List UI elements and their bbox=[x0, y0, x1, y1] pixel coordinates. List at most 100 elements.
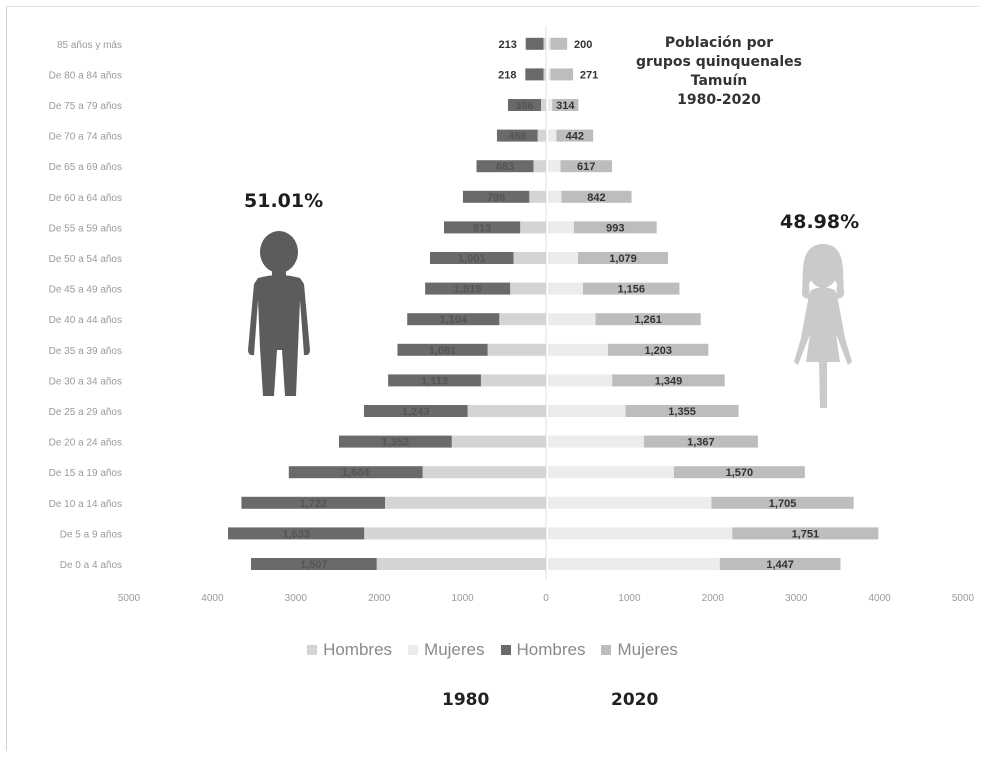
bar-hombres-2020 bbox=[444, 221, 521, 234]
series-group-1980 bbox=[364, 37, 733, 570]
data-label-mujeres-2020: 1,705 bbox=[769, 498, 797, 510]
data-label-hombres-2020: 1,001 bbox=[458, 253, 486, 265]
bar-mujeres-2020 bbox=[612, 374, 725, 387]
bar-hombres-1980 bbox=[385, 496, 546, 509]
percent-women-label: 48.98% bbox=[780, 211, 860, 233]
bar-hombres-1980 bbox=[540, 99, 546, 111]
x-tick-label: 4000 bbox=[201, 593, 224, 604]
legend-item-hombres-1980: Hombres bbox=[307, 640, 392, 660]
data-label-mujeres-2020: 200 bbox=[574, 39, 592, 51]
bar-mujeres-1980 bbox=[548, 374, 613, 387]
x-tick-label: 2000 bbox=[368, 593, 391, 604]
category-label: De 75 a 79 años bbox=[49, 101, 122, 112]
year-label-1980: 1980 bbox=[442, 690, 490, 710]
bar-hombres-2020 bbox=[241, 496, 386, 509]
bar-hombres-1980 bbox=[533, 160, 546, 173]
legend-label: Hombres bbox=[323, 640, 393, 659]
data-label-hombres-2020: 1,113 bbox=[421, 375, 448, 387]
data-label-mujeres-2020: 993 bbox=[606, 222, 624, 234]
bar-hombres-2020 bbox=[425, 282, 511, 295]
data-label-mujeres-2020: 842 bbox=[587, 192, 605, 204]
legend-item-mujeres-2020: Mujeres bbox=[601, 640, 678, 660]
bar-hombres-1980 bbox=[537, 129, 546, 142]
bar-hombres-2020 bbox=[227, 527, 365, 540]
category-label: De 20 a 24 años bbox=[49, 438, 122, 449]
bar-hombres-2020 bbox=[476, 160, 534, 173]
data-label-hombres-2020: 1,604 bbox=[342, 467, 370, 479]
data-label-mujeres-2020: 1,367 bbox=[687, 437, 715, 449]
data-label-mujeres-2020: 1,349 bbox=[655, 375, 683, 387]
data-label-mujeres-2020: 1,355 bbox=[668, 406, 696, 418]
x-tick-label: 4000 bbox=[868, 593, 891, 604]
category-label: De 50 a 54 años bbox=[49, 254, 122, 265]
data-labels: 1,507 1,447 1,633 1,751 1,722 1,705 1,604 1,570… bbox=[282, 39, 819, 571]
data-label-mujeres-2020: 1,570 bbox=[726, 467, 754, 479]
data-label-hombres-2020: 1,507 bbox=[300, 559, 328, 571]
data-label-mujeres-2020: 442 bbox=[566, 131, 584, 143]
data-label-hombres-2020: 488 bbox=[508, 131, 526, 143]
data-label-mujeres-2020: 1,203 bbox=[644, 345, 672, 357]
bar-hombres-2020 bbox=[407, 313, 500, 326]
data-label-hombres-2020: 396 bbox=[515, 100, 533, 112]
data-label-hombres-2020: 1,104 bbox=[439, 314, 467, 326]
bar-hombres-2020 bbox=[388, 374, 481, 387]
title-line-1: Población por bbox=[664, 35, 774, 51]
bar-hombres-1980 bbox=[364, 527, 546, 540]
bar-mujeres-1980 bbox=[548, 496, 712, 509]
title-line-4: 1980-2020 bbox=[677, 92, 761, 108]
x-tick-labels: 5000 4000 3000 2000 1000 0 1000 2000 3000 4000 500… bbox=[118, 593, 975, 604]
data-label-hombres-2020: 1,019 bbox=[454, 284, 482, 296]
x-tick-label: 1000 bbox=[618, 593, 641, 604]
bar-mujeres-2020 bbox=[550, 68, 574, 81]
legend-item-hombres-2020: Hombres bbox=[500, 640, 585, 660]
data-label-hombres-2020: 213 bbox=[499, 39, 517, 51]
bar-mujeres-1980 bbox=[548, 190, 562, 203]
data-label-hombres-2020: 1,633 bbox=[282, 528, 310, 540]
woman-figure-icon bbox=[794, 244, 852, 408]
bar-mujeres-2020 bbox=[732, 527, 879, 540]
bar-mujeres-2020 bbox=[719, 558, 841, 570]
chart-title: Población por grupos quinquenales Tamuín… bbox=[610, 34, 828, 110]
bar-mujeres-2020 bbox=[595, 313, 701, 326]
bar-mujeres-1980 bbox=[548, 282, 584, 295]
bar-mujeres-1980 bbox=[548, 37, 551, 50]
bar-hombres-2020 bbox=[288, 466, 423, 479]
legend: Hombres Mujeres Hombres Mujeres bbox=[0, 640, 985, 660]
bar-hombres-2020 bbox=[397, 343, 488, 356]
bar-mujeres-2020 bbox=[552, 99, 579, 111]
category-label: De 25 a 29 años bbox=[49, 407, 122, 418]
x-tick-label: 3000 bbox=[785, 593, 808, 604]
data-label-mujeres-2020: 271 bbox=[580, 69, 598, 81]
bar-hombres-2020 bbox=[251, 558, 377, 570]
bar-mujeres-2020 bbox=[556, 129, 594, 142]
legend-item-mujeres-1980: Mujeres bbox=[408, 640, 485, 660]
x-tick-label: 5000 bbox=[118, 593, 141, 604]
data-label-hombres-2020: 1,081 bbox=[429, 345, 457, 357]
bar-hombres-1980 bbox=[543, 37, 546, 50]
legend-swatch bbox=[408, 645, 419, 655]
bar-mujeres-2020 bbox=[573, 221, 657, 234]
data-label-mujeres-2020: 1,447 bbox=[766, 559, 794, 571]
data-label-mujeres-2020: 314 bbox=[556, 100, 575, 112]
category-label: De 70 a 74 años bbox=[49, 132, 122, 143]
bar-mujeres-2020 bbox=[711, 496, 854, 509]
bar-hombres-1980 bbox=[543, 68, 546, 81]
legend-swatch bbox=[307, 645, 318, 655]
title-line-2: grupos quinquenales bbox=[635, 54, 803, 70]
category-label: De 35 a 39 años bbox=[49, 346, 122, 357]
data-label-hombres-2020: 796 bbox=[487, 192, 505, 204]
category-label: De 15 a 19 años bbox=[49, 468, 122, 479]
bar-mujeres-2020 bbox=[561, 190, 632, 203]
bar-hombres-1980 bbox=[480, 374, 546, 387]
bar-hombres-1980 bbox=[487, 343, 546, 356]
bar-mujeres-1980 bbox=[548, 221, 574, 234]
bar-mujeres-2020 bbox=[643, 435, 758, 448]
year-label-2020: 2020 bbox=[611, 690, 659, 710]
data-label-hombres-2020: 1,243 bbox=[402, 406, 430, 418]
x-tick-label: 3000 bbox=[285, 593, 308, 604]
bar-mujeres-2020 bbox=[608, 343, 709, 356]
bar-mujeres-1980 bbox=[548, 343, 609, 356]
category-label: De 5 a 9 años bbox=[60, 529, 122, 540]
bar-mujeres-1980 bbox=[548, 405, 626, 417]
category-label: De 45 a 49 años bbox=[49, 285, 122, 296]
